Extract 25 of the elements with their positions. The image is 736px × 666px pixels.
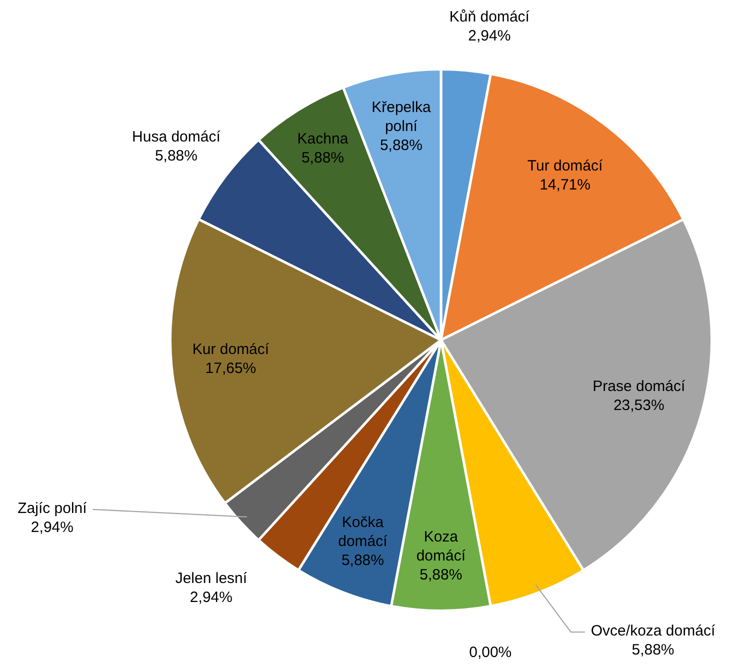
data-label: 5,88% (420, 566, 462, 584)
slice-label: Koza domácí (416, 528, 466, 565)
slice-label: Prase domácí (592, 378, 686, 396)
slice-label: Kur domácí (192, 341, 270, 358)
data-label: 2,94% (190, 589, 232, 606)
slice-label: Kachna (297, 130, 349, 148)
slice-label: Ovce/koza domácí (590, 622, 716, 640)
data-label: 5,88% (380, 137, 422, 154)
data-label: 5,88% (632, 642, 674, 659)
slice-label: Husa domácí (132, 128, 222, 146)
slice-label: Kůň domácí (449, 8, 530, 26)
data-label: 5,88% (154, 148, 198, 165)
data-label: 2,94% (30, 519, 74, 536)
data-label: 17,65% (205, 360, 256, 378)
data-label: 5,88% (341, 552, 384, 570)
data-label: 14,71% (540, 176, 590, 194)
slice-label: Tur domácí (527, 157, 604, 174)
data-label: 5,88% (301, 150, 344, 167)
slice-label: Kočka domácí (338, 514, 388, 550)
data-label: 2,94% (468, 28, 511, 45)
data-label: 23,53% (613, 397, 664, 414)
text: 0,00% (469, 644, 512, 662)
slice-label: Křepelka polní (372, 99, 432, 136)
slice-label: Jelen lesní (175, 570, 248, 588)
slice-label: Zajíc polní (18, 500, 88, 518)
